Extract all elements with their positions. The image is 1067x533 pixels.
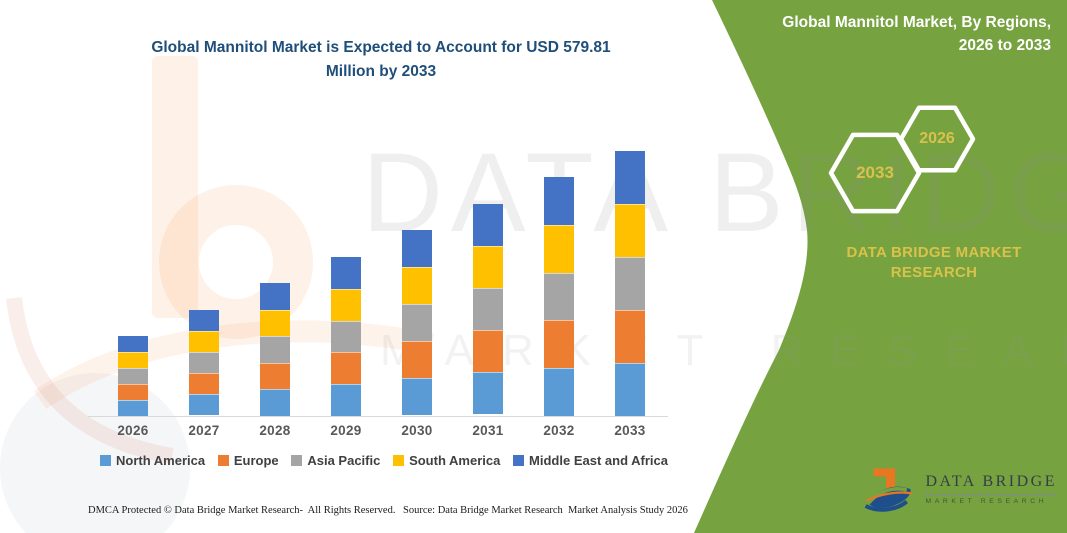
x-axis-label-2032: 2032 — [543, 423, 575, 438]
bar-2033-segment-europe — [615, 310, 645, 363]
bar-2027 — [189, 310, 219, 416]
hexagon-small — [898, 105, 976, 173]
bar-2031-segment-north-america — [473, 372, 503, 414]
bar-2027-segment-asia-pacific — [189, 352, 219, 373]
bar-2026 — [118, 336, 148, 416]
legend-label-north-america: North America — [116, 453, 206, 468]
x-axis-label-2028: 2028 — [259, 423, 291, 438]
bar-2028-segment-middle-east-and-africa — [260, 283, 290, 310]
legend-item-asia-pacific: Asia Pacific — [291, 453, 380, 468]
chart-title: Global Mannitol Market is Expected to Ac… — [98, 36, 664, 84]
legend-label-asia-pacific: Asia Pacific — [307, 453, 381, 468]
bar-2032-segment-europe — [544, 320, 574, 369]
legend-swatch-south-america — [393, 455, 405, 466]
bar-2032-segment-north-america — [544, 368, 574, 416]
brand-caption: DATA BRIDGE MARKET RESEARCH — [812, 243, 1056, 283]
legend-item-north-america: North America — [100, 453, 205, 468]
bar-2026-segment-europe — [118, 384, 148, 400]
legend-item-south-america: South America — [393, 453, 500, 468]
side-panel-title-line2: 2026 to 2033 — [958, 37, 1051, 54]
bar-2031-segment-asia-pacific — [473, 288, 503, 330]
logo-subtitle: MARKET RESEARCH — [925, 498, 1048, 505]
hexagon-small-label: 2026 — [919, 130, 955, 147]
bar-2030-segment-asia-pacific — [402, 304, 432, 341]
legend-label-middle-east-and-africa: Middle East and Africa — [529, 453, 668, 468]
bar-2027-segment-south-america — [189, 331, 219, 352]
bar-2029-segment-europe — [331, 352, 361, 385]
logo-wordmark: DATA BRIDGE — [925, 473, 1057, 495]
bar-2027-segment-europe — [189, 373, 219, 394]
x-axis-label-2033: 2033 — [614, 423, 646, 438]
bar-2030-segment-middle-east-and-africa — [402, 230, 432, 267]
x-axis-label-2029: 2029 — [330, 423, 362, 438]
hexagon-large — [828, 132, 922, 214]
x-axis-line — [88, 416, 668, 417]
bar-2030 — [402, 230, 432, 416]
side-panel-title-line1: Global Mannitol Market, By Regions, — [782, 14, 1051, 31]
bar-2033-segment-middle-east-and-africa — [615, 151, 645, 204]
legend-swatch-north-america — [100, 455, 111, 466]
legend-item-middle-east-and-africa: Middle East and Africa — [513, 453, 668, 468]
bar-2026-segment-north-america — [118, 400, 148, 416]
brand-caption-line1: DATA BRIDGE MARKET — [846, 244, 1022, 261]
bar-2031 — [473, 204, 503, 416]
x-axis-label-2027: 2027 — [188, 423, 220, 438]
bar-2029-segment-south-america — [331, 288, 361, 321]
bar-2027-segment-middle-east-and-africa — [189, 310, 219, 331]
bar-2033-segment-north-america — [615, 363, 645, 416]
bar-2029 — [331, 257, 361, 416]
bar-2028-segment-europe — [260, 362, 290, 390]
bar-2031-segment-europe — [473, 330, 503, 372]
bar-2033-segment-south-america — [615, 204, 645, 257]
bar-2030-segment-north-america — [402, 378, 432, 415]
bar-2026-segment-south-america — [118, 352, 148, 368]
x-axis-label-2030: 2030 — [401, 423, 433, 438]
x-axis-label-2031: 2031 — [472, 423, 504, 438]
bar-2026-segment-middle-east-and-africa — [118, 336, 148, 352]
hexagon-year-badges — [828, 105, 976, 214]
bar-2028-segment-south-america — [260, 309, 290, 337]
chart-legend: North America Europe Asia Pacific South Ame… — [100, 453, 668, 468]
legend-swatch-europe — [217, 455, 229, 466]
bar-2028 — [260, 283, 290, 417]
legend-swatch-middle-east-and-africa — [513, 455, 525, 466]
bar-2029-segment-middle-east-and-africa — [331, 257, 361, 289]
bar-2027-segment-north-america — [189, 394, 219, 415]
bar-2032-segment-south-america — [544, 224, 574, 273]
legend-swatch-asia-pacific — [291, 455, 303, 466]
data-bridge-logo-icon — [864, 468, 913, 512]
bar-2030-segment-south-america — [402, 267, 432, 304]
side-panel-title: Global Mannitol Market, By Regions, 2026… — [782, 11, 1051, 57]
x-axis-label-2026: 2026 — [117, 423, 149, 438]
footer-dmca-text: DMCA Protected © Data Bridge Market Rese… — [88, 505, 396, 516]
bar-2026-segment-asia-pacific — [118, 368, 148, 384]
footer-source-text: Source: Data Bridge Market Research Mark… — [403, 505, 688, 516]
bar-2033-segment-asia-pacific — [615, 257, 645, 310]
bar-2030-segment-europe — [402, 341, 432, 378]
chart-title-line1: Global Mannitol Market is Expected to Ac… — [151, 39, 611, 56]
bar-2032-segment-middle-east-and-africa — [544, 177, 574, 225]
bar-2032 — [544, 177, 574, 416]
bar-2031-segment-middle-east-and-africa — [473, 204, 503, 246]
bar-2029-segment-north-america — [331, 384, 361, 416]
bar-2028-segment-north-america — [260, 389, 290, 417]
bar-2031-segment-south-america — [473, 246, 503, 288]
chart-title-line2: Million by 2033 — [325, 63, 437, 80]
legend-label-europe: Europe — [233, 453, 279, 468]
brand-caption-line2: RESEARCH — [890, 264, 978, 281]
bar-2029-segment-asia-pacific — [331, 320, 361, 353]
bar-2033 — [615, 151, 645, 416]
data-bridge-logo: DATA BRIDGE MARKET RESEARCH — [862, 458, 1057, 520]
bar-2032-segment-asia-pacific — [544, 272, 574, 321]
legend-item-europe: Europe — [217, 453, 279, 468]
hexagon-large-label: 2033 — [856, 163, 894, 182]
legend-label-south-america: South America — [409, 453, 501, 468]
bar-2028-segment-asia-pacific — [260, 336, 290, 363]
